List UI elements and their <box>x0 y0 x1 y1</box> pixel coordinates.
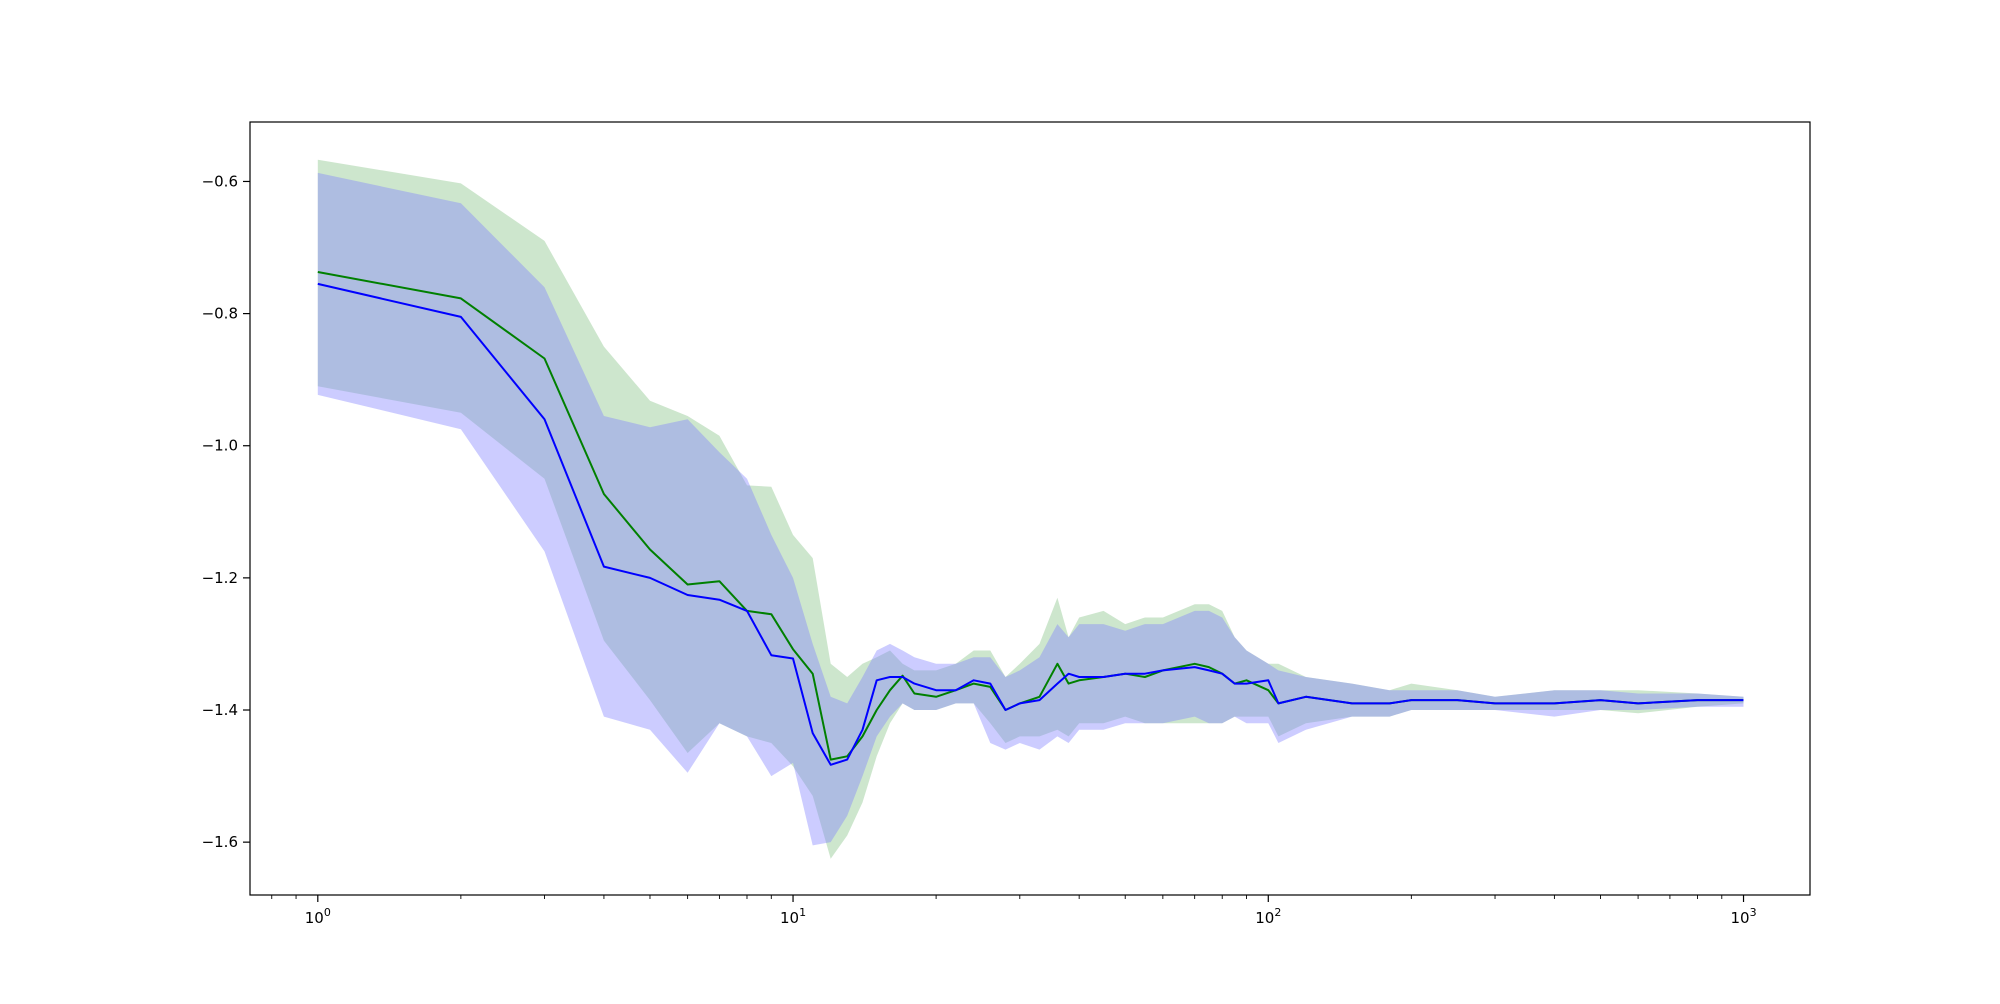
series-2-line <box>317 282 1744 766</box>
x-tick-label-0: 100 <box>305 906 331 927</box>
y-tick-label-4: −1.4 <box>202 701 238 719</box>
axes: 100 101 102 103 −0.6 −0.8 −1.0 −1.2 −1.4 −1.6 <box>202 121 1811 927</box>
y-tick-label-3: −1.2 <box>202 569 238 587</box>
y-tick-label-2: −1.0 <box>202 437 238 455</box>
x-tick-label-2: 102 <box>1255 906 1281 927</box>
x-tick-label-3: 103 <box>1730 906 1756 927</box>
confidence-bands <box>317 159 1744 859</box>
series-lines <box>317 271 1744 766</box>
x-tick-label-1: 101 <box>780 906 806 927</box>
plot-frame <box>249 121 1811 896</box>
series-1-band <box>317 159 1744 859</box>
y-tick-label-0: −0.6 <box>202 172 238 190</box>
y-tick-label-5: −1.6 <box>202 833 238 851</box>
series-2-band <box>317 172 1744 846</box>
y-tick-label-1: −0.8 <box>202 305 238 323</box>
